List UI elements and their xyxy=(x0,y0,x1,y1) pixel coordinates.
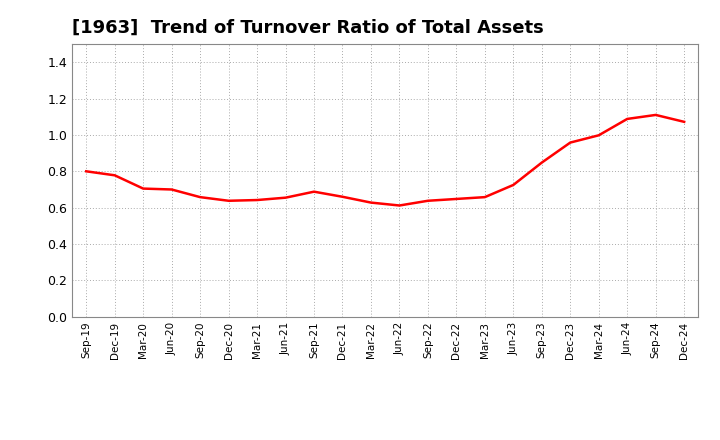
Text: [1963]  Trend of Turnover Ratio of Total Assets: [1963] Trend of Turnover Ratio of Total … xyxy=(72,19,544,37)
